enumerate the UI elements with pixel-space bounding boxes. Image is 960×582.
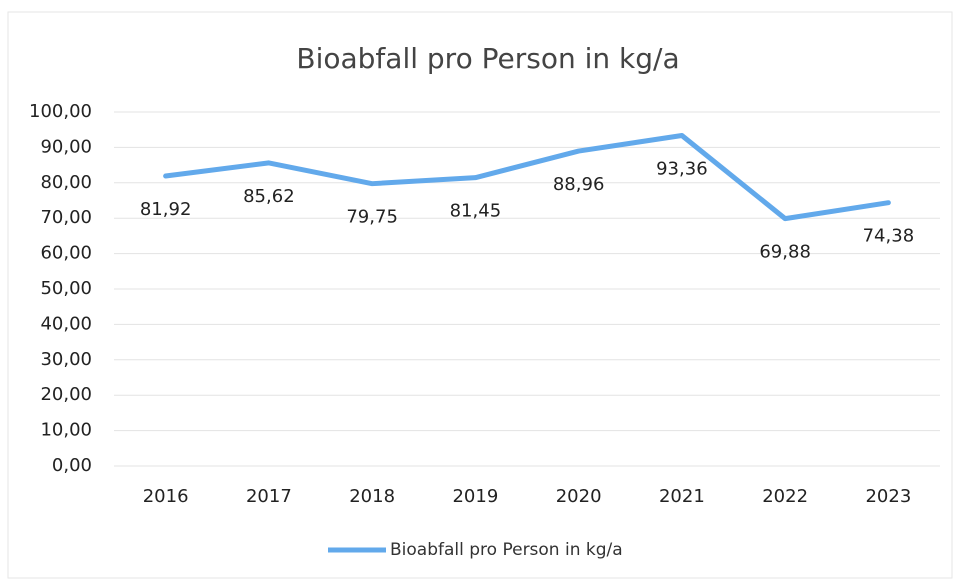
y-tick-label: 80,00 [40,172,92,193]
data-label: 69,88 [759,242,811,263]
x-tick-label: 2023 [865,486,911,507]
y-tick-label: 0,00 [52,455,92,476]
y-tick-label: 50,00 [40,278,92,299]
x-tick-label: 2017 [246,486,292,507]
x-tick-label: 2021 [659,486,705,507]
y-tick-label: 100,00 [29,101,92,122]
data-label: 93,36 [656,159,708,180]
y-tick-label: 40,00 [40,313,92,334]
x-tick-label: 2022 [762,486,808,507]
y-tick-label: 60,00 [40,243,92,264]
y-tick-label: 20,00 [40,384,92,405]
x-tick-label: 2019 [452,486,498,507]
x-tick-label: 2020 [556,486,602,507]
data-line [163,133,891,222]
data-label: 74,38 [863,226,915,247]
y-tick-label: 30,00 [40,349,92,370]
legend-label: Bioabfall pro Person in kg/a [390,540,623,560]
y-tick-label: 90,00 [40,136,92,157]
chart-frame [7,11,953,579]
x-tick-label: 2018 [349,486,395,507]
data-label: 85,62 [243,186,295,207]
data-label: 81,45 [450,201,502,222]
y-tick-label: 70,00 [40,207,92,228]
data-label: 81,92 [140,199,192,220]
chart-title: Bioabfall pro Person in kg/a [296,42,679,75]
y-tick-label: 10,00 [40,420,92,441]
data-label: 88,96 [553,174,605,195]
data-label: 79,75 [346,207,398,228]
x-tick-label: 2016 [143,486,189,507]
